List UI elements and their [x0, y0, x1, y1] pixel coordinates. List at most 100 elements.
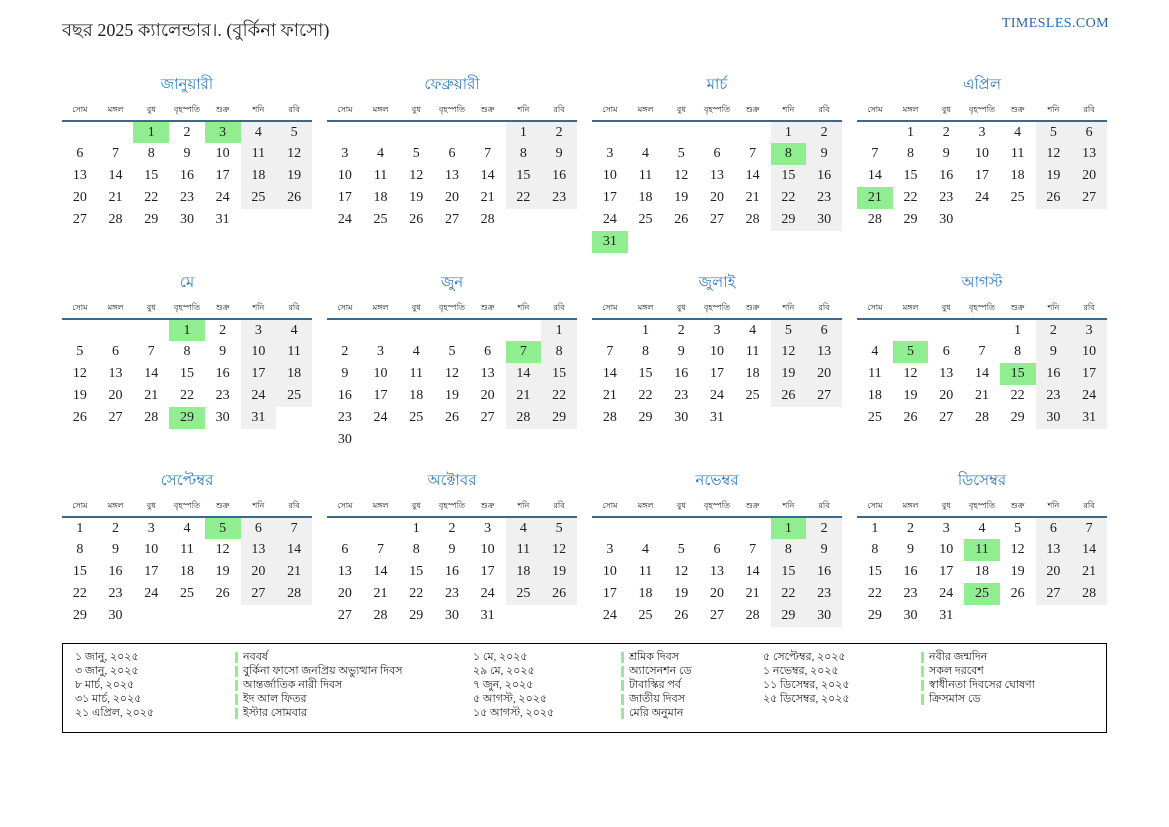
day-cell: 22	[72, 586, 87, 601]
day-cell: 8	[541, 341, 577, 363]
legend-holiday-label: ইস্টার সোমবার	[243, 706, 308, 719]
month-12: ডিসেম্বর সোম মঙ্গল বুধ বৃহস্পতি শুক্র শনি রবি 1 2…	[857, 469, 1107, 627]
weekday-header: মঙ্গল	[362, 302, 399, 320]
day-cell: 13	[806, 341, 842, 363]
legend-holiday-name: টাবাস্কির পর্ব	[621, 676, 763, 695]
legend-holiday-name: সকল দরবেশ	[921, 662, 1131, 681]
day-cell: 13	[72, 168, 87, 183]
weekday-header: মঙ্গল	[97, 302, 134, 320]
day-cell: 19	[674, 586, 689, 601]
day-cell: 3	[484, 520, 492, 536]
day-cell: 18	[974, 564, 989, 579]
day-cell: 27	[1071, 187, 1107, 209]
month-7: জুলাই সোম মঙ্গল বুধ বৃহস্পতি শুক্র শনি রবি 1 2 3 4 5…	[592, 271, 842, 429]
day-cell: 4	[642, 146, 650, 161]
weekday-header: শুক্র	[204, 302, 241, 320]
day-cell: 14	[144, 366, 159, 381]
day-cell: 10	[709, 344, 724, 359]
day-cell: 27	[709, 608, 724, 623]
legend-holiday-label: নবীর জন্মদিন	[929, 650, 988, 663]
empty-cell	[1071, 605, 1107, 627]
day-cell: 3	[713, 322, 721, 338]
day-cell: 3	[341, 146, 349, 161]
day-cell: 16	[179, 168, 194, 183]
month-title: জুলাই	[698, 275, 736, 291]
day-cell: 21	[373, 586, 388, 601]
day-cell: 25	[867, 410, 882, 425]
day-cell: 29	[1010, 410, 1025, 425]
holiday-marker-icon	[235, 665, 238, 677]
day-cell: 26	[903, 410, 918, 425]
day-cell: 25	[638, 608, 653, 623]
day-cell: 14	[373, 564, 388, 579]
empty-cell	[735, 121, 771, 143]
empty-cell	[628, 121, 664, 143]
day-cell: 16	[215, 366, 230, 381]
day-cell: 11	[1010, 146, 1025, 161]
weekday-header: বৃহস্পতি	[699, 104, 735, 122]
month-title: আগস্ট	[961, 275, 1003, 291]
day-cell: 26	[444, 410, 459, 425]
month-2: ফেব্রুয়ারী সোম মঙ্গল বুধ বৃহস্পতি শুক্র শনি রব…	[327, 73, 577, 231]
legend-holiday-name: শ্রমিক দিবস	[621, 648, 763, 667]
day-cell: 19	[409, 190, 424, 205]
weekday-header: শুক্র	[469, 104, 506, 122]
day-cell: 19	[541, 561, 577, 583]
empty-cell	[1000, 209, 1036, 231]
day-cell: 29	[867, 608, 882, 623]
day-cell: 12	[72, 366, 87, 381]
holiday-marker-icon	[621, 707, 624, 719]
day-cell: 8	[642, 344, 650, 359]
weekday-header: রবি	[276, 302, 312, 320]
empty-cell	[592, 517, 628, 539]
day-cell: 17	[709, 366, 724, 381]
day-cell: 24	[939, 586, 954, 601]
day-cell: 21	[602, 388, 617, 403]
day-cell: 21	[108, 190, 123, 205]
day-cell: 8	[183, 344, 191, 359]
day-cell: 9	[806, 539, 842, 561]
day-cell: 28	[276, 583, 312, 605]
day-cell: 26	[1035, 187, 1072, 209]
day-cell: 20	[939, 388, 954, 403]
legend-date: ১ মে, ২০২৫	[473, 650, 528, 663]
day-cell: 25	[373, 212, 388, 227]
day-cell: 5	[204, 517, 241, 539]
day-cell: 14	[602, 366, 617, 381]
weekday-header: শুক্র	[999, 104, 1036, 122]
day-cell: 11	[180, 542, 194, 557]
legend-holiday-label: স্বাধীনতা দিবসের ঘোষণা	[929, 678, 1035, 691]
day-cell: 22	[541, 385, 577, 407]
day-cell: 14	[974, 366, 989, 381]
day-cell: 20	[108, 388, 123, 403]
day-cell: 20	[444, 190, 459, 205]
day-cell: 31	[939, 608, 954, 623]
day-cell: 24	[480, 586, 495, 601]
day-cell: 2	[541, 121, 577, 143]
weekday-header: শনি	[770, 302, 807, 320]
day-cell: 16	[1035, 363, 1072, 385]
holiday-marker-icon	[235, 707, 238, 719]
empty-cell	[98, 319, 134, 341]
day-cell: 22	[179, 388, 194, 403]
day-cell: 1	[642, 322, 650, 338]
day-cell: 29	[638, 410, 653, 425]
day-cell: 24	[215, 190, 230, 205]
day-cell: 4	[871, 344, 879, 359]
weekday-header: বৃহস্পতি	[964, 104, 1000, 122]
day-cell: 16	[444, 564, 459, 579]
day-cell: 7	[1071, 517, 1107, 539]
day-cell: 12	[674, 564, 689, 579]
day-cell: 14	[505, 363, 542, 385]
day-cell: 2	[907, 520, 915, 536]
weekday-header: বুধ	[928, 302, 965, 320]
empty-cell	[62, 121, 98, 143]
day-cell: 15	[770, 561, 807, 583]
day-cell: 18	[638, 586, 653, 601]
empty-cell	[241, 605, 277, 627]
day-cell: 27	[1035, 583, 1072, 605]
site-link[interactable]: TIMESLES.COM	[1001, 16, 1109, 31]
weekday-header: মঙ্গল	[627, 302, 664, 320]
day-cell: 27	[240, 583, 277, 605]
empty-cell	[735, 407, 771, 429]
